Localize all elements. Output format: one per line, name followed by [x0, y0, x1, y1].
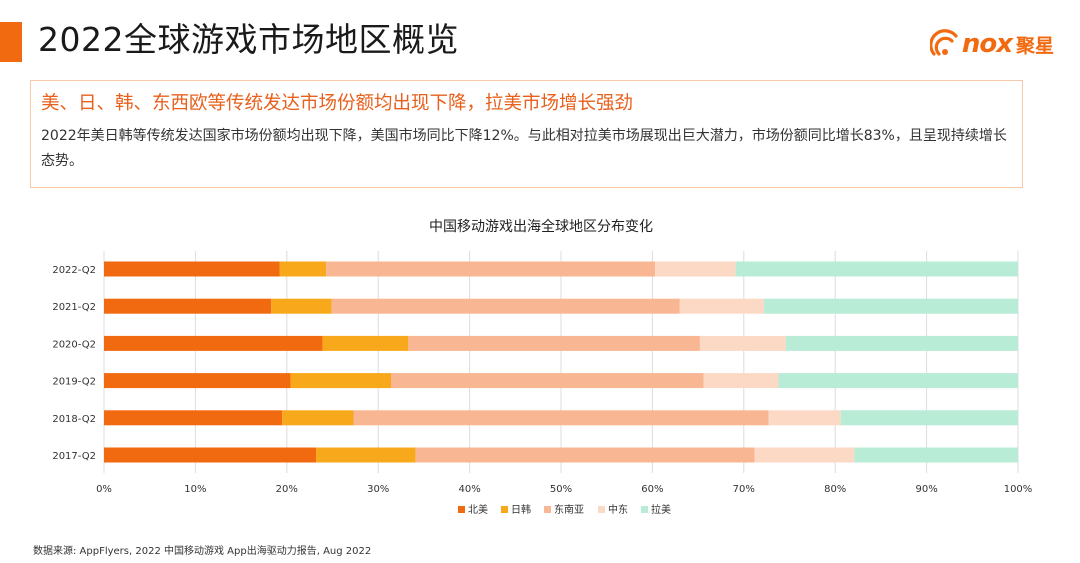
y-tick-label: 2021-Q2: [52, 302, 96, 313]
bar-segment: [703, 373, 779, 389]
bar-segment: [331, 298, 680, 314]
bar-segment: [768, 410, 841, 426]
bar-segment: [840, 410, 1018, 426]
bar-segment: [104, 373, 291, 389]
y-tick-label: 2018-Q2: [52, 414, 96, 425]
bar-segment: [271, 298, 332, 314]
legend-label: 北美: [468, 503, 488, 516]
bar-segment: [282, 410, 354, 426]
y-tick-label: 2017-Q2: [52, 451, 96, 462]
bar-segment: [322, 335, 409, 351]
x-tick-label: 80%: [824, 484, 846, 495]
chart-gridlines: [103, 251, 1019, 473]
y-tick-label: 2019-Q2: [52, 377, 96, 388]
legend-label: 中东: [608, 503, 628, 516]
x-tick-label: 30%: [367, 484, 389, 495]
logo-cn-wordmark: 聚星: [1015, 34, 1054, 57]
title-accent-bar: [0, 22, 22, 62]
summary-body: 2022年美日韩等传统发达国家市场份额均出现下降，美国市场同比下降12%。与此相…: [41, 128, 1007, 169]
bar-segment: [104, 447, 317, 463]
bar-segment: [326, 261, 656, 277]
bar-segment: [104, 298, 272, 314]
legend-label: 拉美: [651, 503, 671, 516]
x-tick-label: 70%: [733, 484, 755, 495]
bar-segment: [316, 447, 416, 463]
summary-headline: 美、日、韩、东西欧等传统发达市场份额均出现下降，拉美市场增长强劲: [41, 93, 634, 114]
bar-segment: [785, 335, 1018, 351]
bar-segment: [390, 373, 704, 389]
y-tick-label: 2022-Q2: [52, 265, 96, 276]
bar-segment: [679, 298, 764, 314]
x-tick-label: 40%: [458, 484, 480, 495]
bar-segment: [353, 410, 769, 426]
bar-segment: [699, 335, 786, 351]
legend-swatch: [641, 506, 648, 513]
legend-label: 日韩: [511, 503, 531, 516]
brand-logo: nox 聚星: [929, 22, 1054, 66]
bar-segment: [104, 335, 323, 351]
legend-swatch: [501, 506, 508, 513]
nox-signal-logo-icon: [929, 29, 958, 56]
bar-segment: [735, 261, 1018, 277]
region-distribution-chart: 中国移动游戏出海全球地区分布变化 2022-Q22021-Q22020-Q220…: [52, 218, 1032, 516]
x-tick-label: 90%: [915, 484, 937, 495]
source-note: 数据来源: AppFlyers, 2022 中国移动游戏 App出海驱动力报告,…: [33, 546, 372, 557]
bar-segment: [290, 373, 391, 389]
chart-y-ticks: 2022-Q2 2021-Q2 2020-Q2 2019-Q2 2018-Q2 2017-…: [52, 265, 96, 462]
chart-legend: 北美 日韩 东南亚 中东 拉美: [458, 503, 671, 516]
legend-swatch: [544, 506, 551, 513]
bar-segment: [415, 447, 755, 463]
bar-segment: [104, 261, 280, 277]
bar-segment: [778, 373, 1018, 389]
summary-box: 美、日、韩、东西欧等传统发达市场份额均出现下降，拉美市场增长强劲 2022年美日…: [30, 80, 1023, 188]
legend-label: 东南亚: [554, 503, 584, 516]
bar-segment: [754, 447, 855, 463]
x-tick-label: 100%: [1004, 484, 1033, 495]
chart-bars: [104, 261, 1018, 463]
bar-segment: [279, 261, 327, 277]
logo-wordmark: nox: [961, 29, 1013, 59]
chart-title: 中国移动游戏出海全球地区分布变化: [429, 218, 653, 235]
x-tick-label: 10%: [184, 484, 206, 495]
bar-segment: [763, 298, 1018, 314]
x-tick-label: 20%: [276, 484, 298, 495]
legend-swatch: [598, 506, 605, 513]
bar-segment: [104, 410, 283, 426]
y-tick-label: 2020-Q2: [52, 339, 96, 350]
bar-segment: [655, 261, 736, 277]
page-title: 2022全球游戏市场地区概览: [38, 20, 459, 59]
x-tick-label: 0%: [96, 484, 112, 495]
x-tick-label: 60%: [641, 484, 663, 495]
chart-x-ticks: 0% 10% 20% 30% 40% 50% 60% 70% 80% 90% 100%: [96, 484, 1032, 495]
bar-segment: [854, 447, 1018, 463]
legend-swatch: [458, 506, 465, 513]
x-tick-label: 50%: [550, 484, 572, 495]
bar-segment: [408, 335, 700, 351]
